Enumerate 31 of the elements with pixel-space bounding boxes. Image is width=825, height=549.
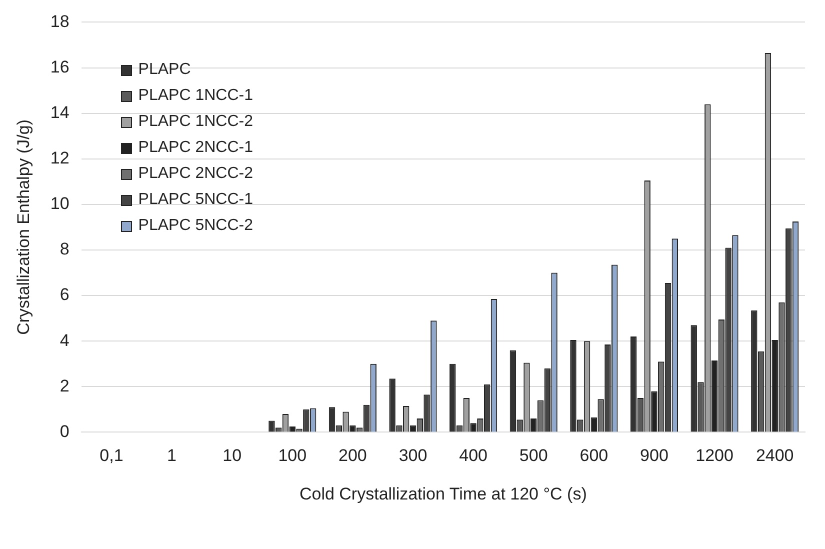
x-tick-label: 300 bbox=[398, 446, 428, 466]
legend-label: PLAPC 2NCC-2 bbox=[138, 164, 253, 184]
x-tick-label: 900 bbox=[640, 446, 668, 466]
y-tick-label: 8 bbox=[60, 240, 70, 259]
y-tick-label: 10 bbox=[50, 194, 70, 214]
y-axis-title: Crystallization Enthalpy (J/g) bbox=[14, 119, 33, 335]
x-tick-label: 1200 bbox=[696, 446, 734, 466]
x-tick-label: 600 bbox=[580, 446, 608, 466]
x-tick-label: 1 bbox=[167, 446, 177, 466]
legend-label: PLAPC 2NCC-1 bbox=[138, 138, 253, 158]
x-tick-label: 2400 bbox=[756, 446, 794, 466]
x-tick-label: 0,1 bbox=[100, 446, 124, 466]
y-tick-label: 2 bbox=[60, 376, 70, 396]
legend-label: PLAPC 1NCC-2 bbox=[138, 112, 253, 132]
y-tick-label: 14 bbox=[50, 103, 70, 122]
x-tick-label: 400 bbox=[459, 446, 488, 466]
x-tick-label: 500 bbox=[519, 446, 548, 466]
legend-label: PLAPC 5NCC-1 bbox=[138, 190, 253, 210]
y-tick-label: 12 bbox=[50, 148, 70, 168]
y-tick-label: 16 bbox=[50, 57, 70, 76]
y-tick-label: 0 bbox=[60, 422, 70, 441]
x-tick-label: 10 bbox=[222, 446, 242, 466]
x-tick-label: 100 bbox=[278, 446, 307, 466]
y-tick-label: 18 bbox=[50, 12, 70, 31]
y-tick-label: 6 bbox=[60, 285, 70, 304]
legend-label: PLAPC 1NCC-1 bbox=[138, 86, 253, 106]
x-tick-label: 200 bbox=[338, 446, 367, 466]
legend-label: PLAPC 5NCC-2 bbox=[138, 216, 253, 236]
legend-label: PLAPC bbox=[138, 60, 191, 80]
x-axis-title: Cold Crystallization Time at 120 °C (s) bbox=[299, 484, 587, 504]
y-tick-label: 4 bbox=[60, 330, 70, 350]
